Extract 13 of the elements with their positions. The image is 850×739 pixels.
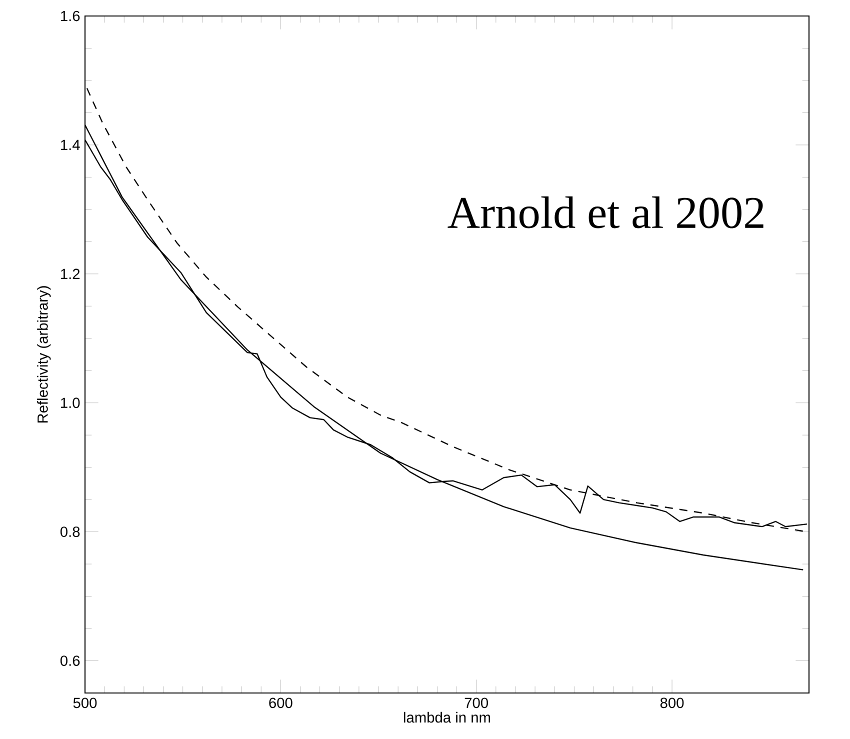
x-tick-label: 500 [73,698,97,708]
x-tick-label: 800 [660,698,684,708]
y-tick-label: 1.6 [61,10,80,22]
x-tick-label: 700 [464,698,488,708]
y-tick-label: 1.2 [61,268,80,280]
y-tick-label: 1.4 [61,140,80,150]
annotation: Arnold et al 2002 [448,196,764,228]
y-axis-title: Reflectivity (arbitrary) [37,286,51,423]
y-tick-label: 0.6 [60,656,80,666]
x-axis-title: lambda in nm [404,712,490,723]
y-tick-label: 1.0 [61,398,80,408]
x-tick-label: 600 [269,698,292,708]
y-tick-label: 0.8 [60,526,80,537]
